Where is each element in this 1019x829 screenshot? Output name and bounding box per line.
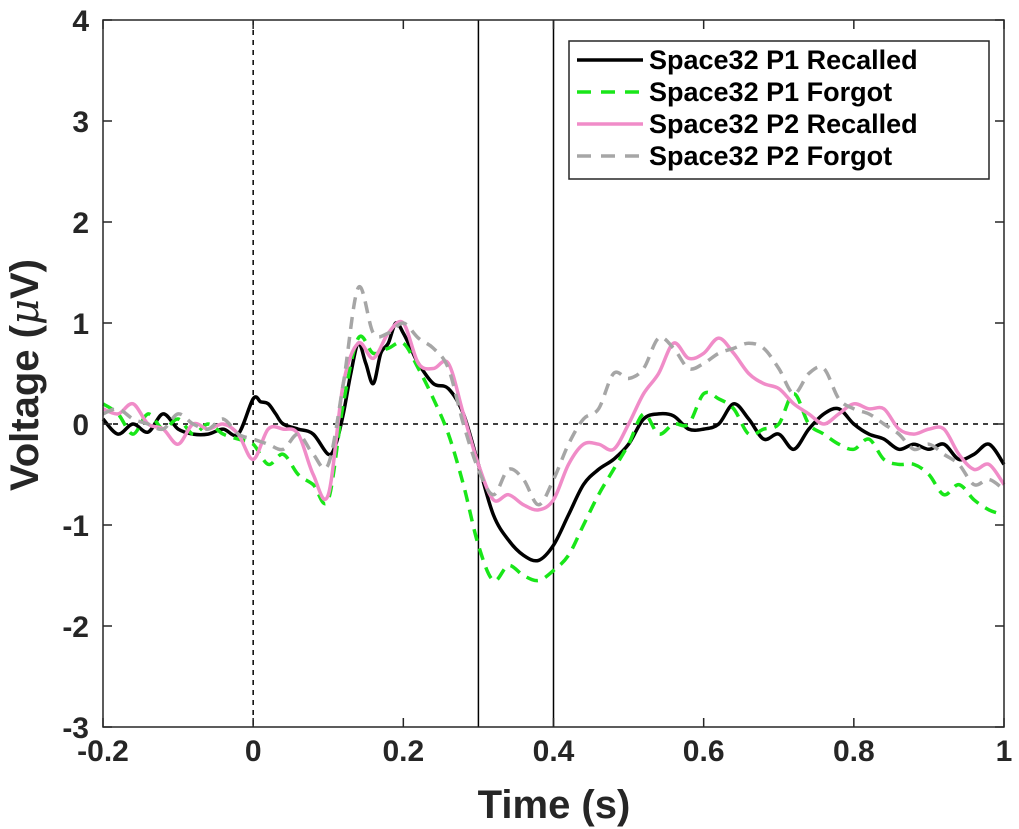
x-tick-label: 0.4 — [533, 735, 575, 768]
legend-label: Space32 P1 Recalled — [649, 45, 918, 75]
y-axis-title-suffix: V) — [3, 259, 47, 299]
legend-label: Space32 P2 Forgot — [649, 141, 892, 171]
y-tick-label: -3 — [62, 712, 89, 745]
y-tick-label: -2 — [62, 611, 89, 644]
x-axis-title: Time (s) — [478, 783, 631, 827]
y-tick-label: -1 — [62, 510, 89, 543]
y-tick-label: 2 — [72, 207, 89, 240]
axis-ticks: -0.2 0 0.2 0.4 0.6 0.8 1 -3 -2 -1 0 1 2 3 4 — [62, 5, 1012, 768]
x-tick-label: 0.6 — [683, 735, 725, 768]
y-axis-title-prefix: Voltage ( — [3, 324, 47, 491]
legend-label: Space32 P1 Forgot — [649, 77, 892, 107]
x-tick-label: 0 — [245, 735, 262, 768]
series-line-4 — [102, 285, 1006, 507]
y-tick-label: 0 — [72, 409, 89, 442]
legend-label: Space32 P2 Recalled — [649, 109, 918, 139]
x-tick-label: -0.2 — [77, 735, 129, 768]
y-tick-label: 1 — [72, 308, 89, 341]
y-axis-title: Voltage (μV) — [2, 259, 48, 491]
y-tick-label: 4 — [72, 5, 89, 38]
x-tick-label: 0.2 — [382, 735, 424, 768]
series-line-1 — [101, 321, 1006, 563]
plot-series — [101, 285, 1006, 583]
y-tick-label: 3 — [72, 106, 89, 139]
x-tick-label: 1 — [996, 735, 1013, 768]
series-line-3 — [102, 319, 1006, 512]
y-axis-title-symbol: μ — [2, 299, 48, 325]
x-tick-label: 0.8 — [833, 735, 875, 768]
series-line-2 — [102, 334, 1005, 583]
